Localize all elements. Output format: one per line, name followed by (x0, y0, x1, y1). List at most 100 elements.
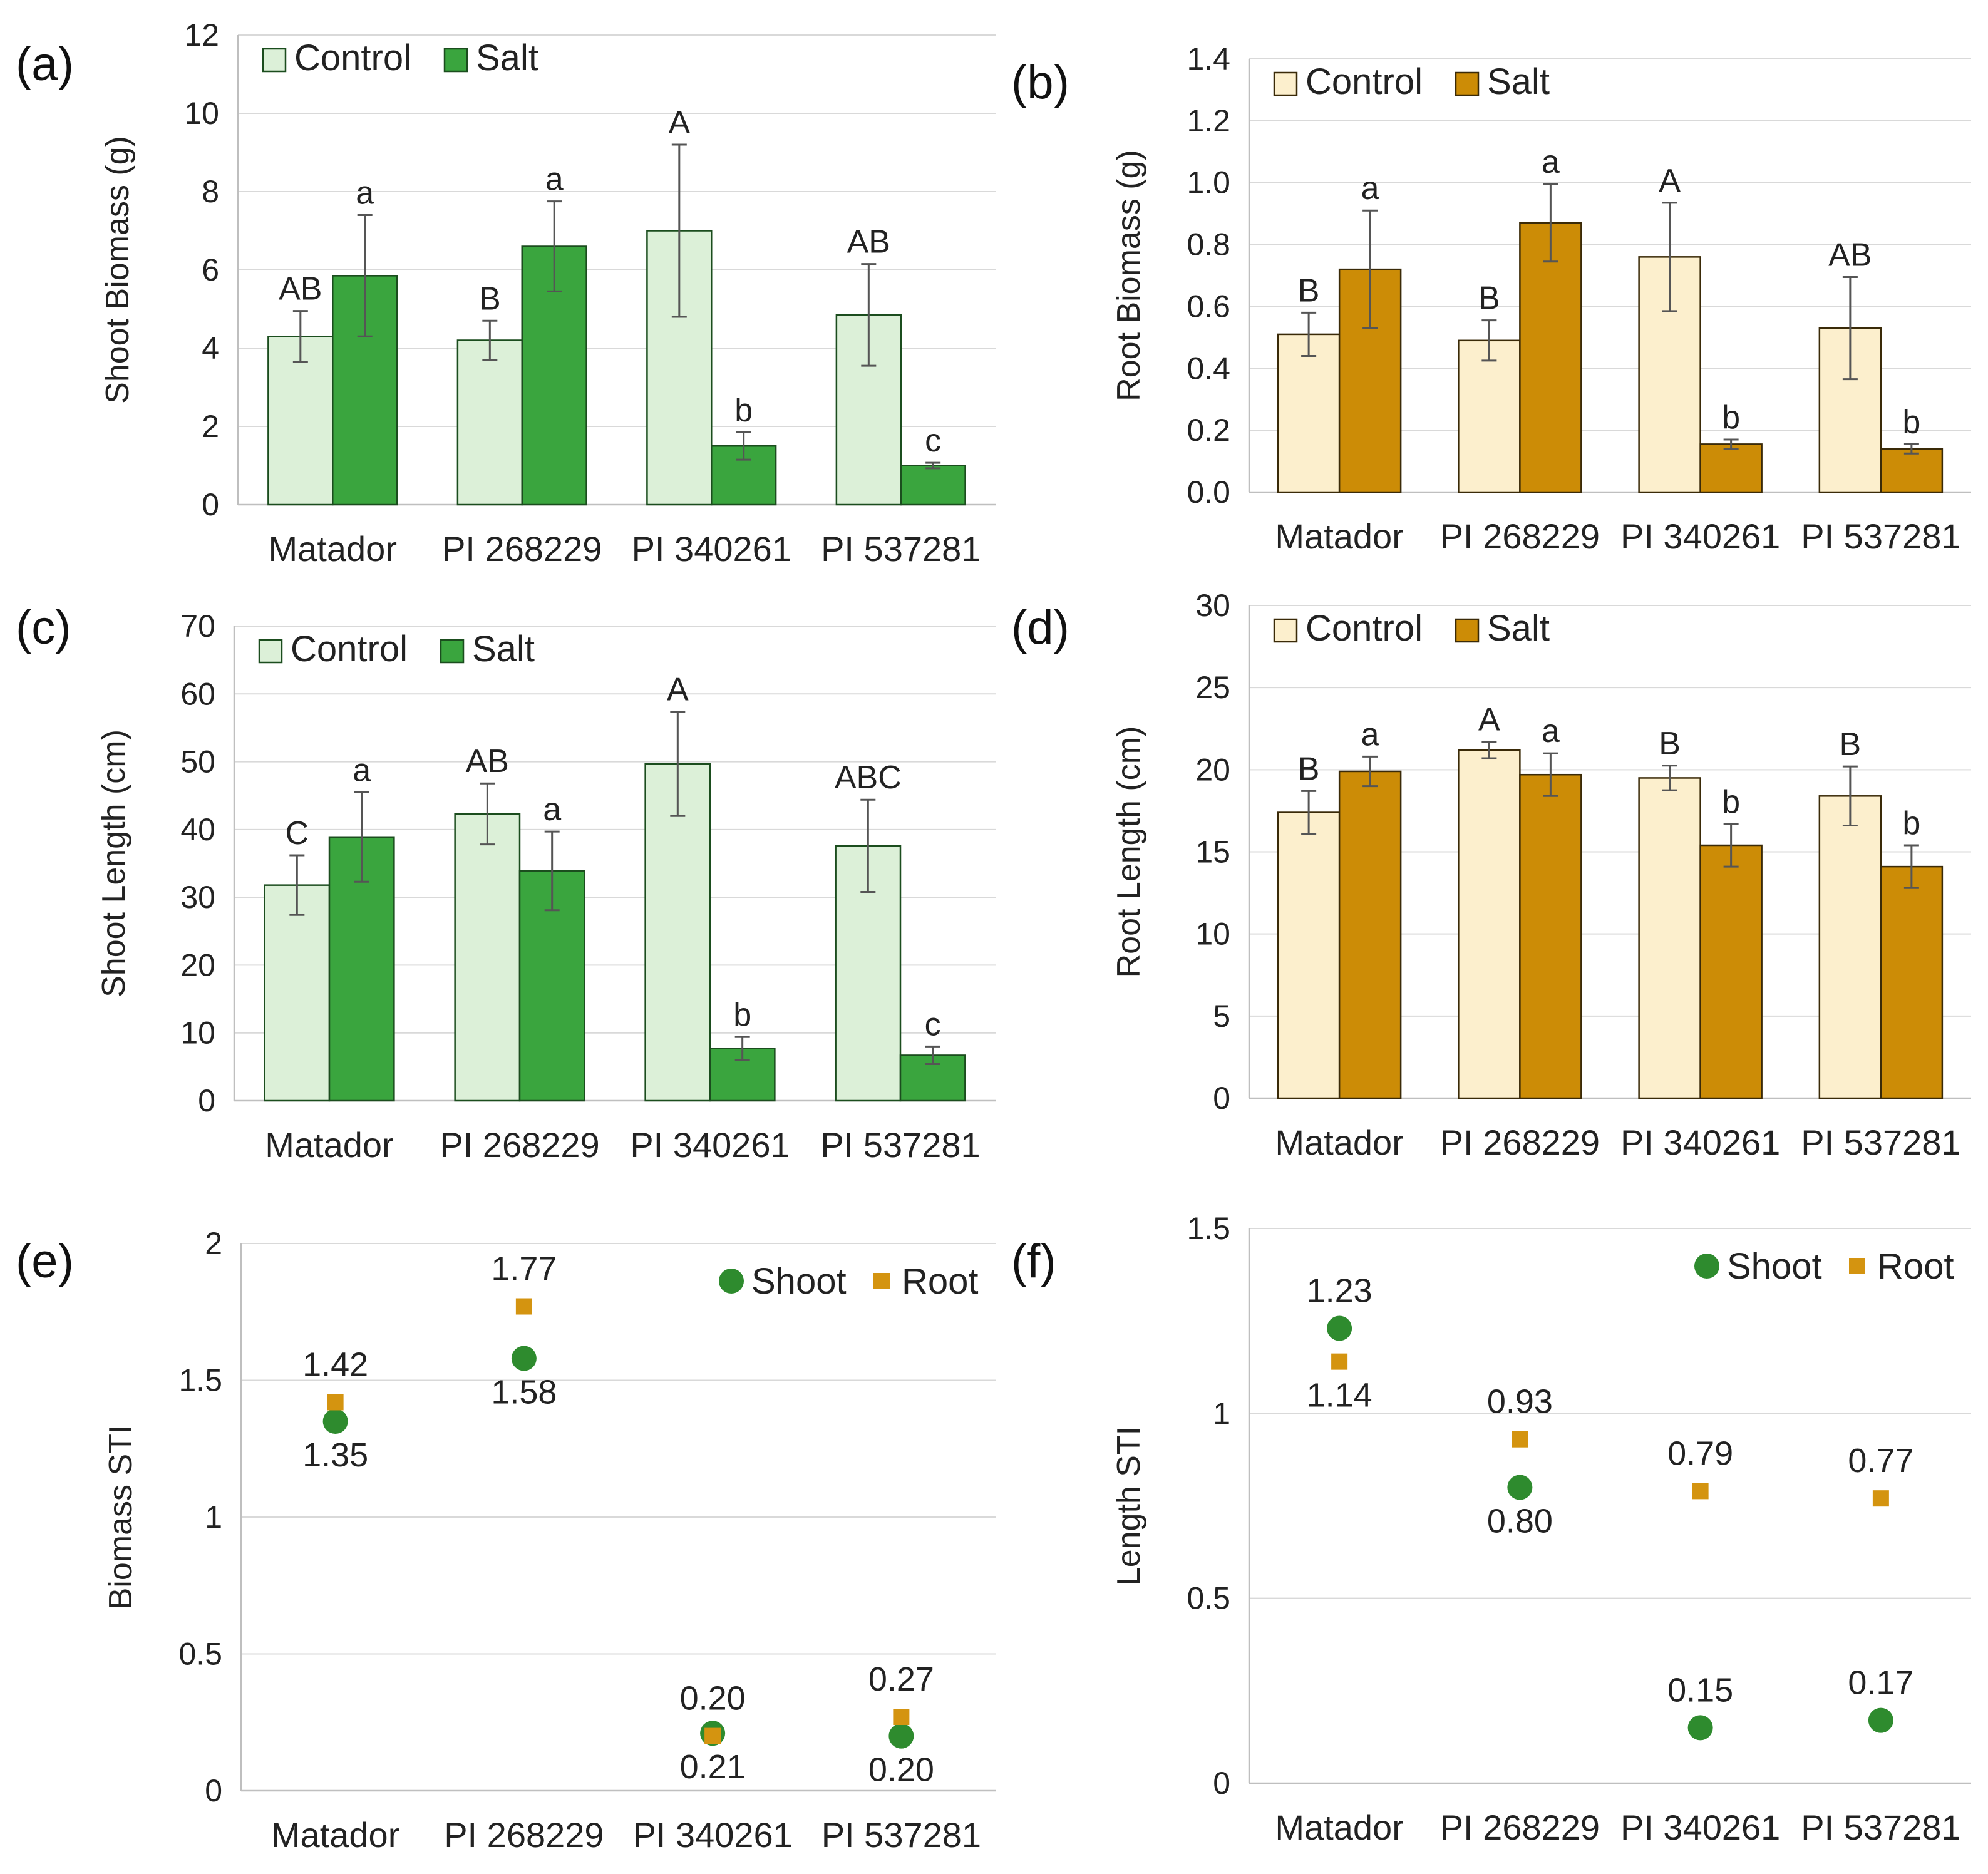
significance-letter: AB (466, 743, 509, 780)
category-label: PI 537281 (821, 1815, 981, 1855)
legend-marker-root (1849, 1258, 1865, 1274)
significance-letter: c (925, 1006, 941, 1043)
y-tick-label: 2 (205, 1226, 222, 1261)
significance-letter: b (733, 997, 751, 1033)
panel-label: (a) (16, 38, 74, 91)
category-label: PI 537281 (1801, 1808, 1960, 1847)
significance-letter: a (1542, 144, 1560, 180)
significance-letter: a (1542, 713, 1560, 749)
y-tick-label: 0.6 (1187, 289, 1230, 324)
bar-salt (1519, 222, 1582, 493)
chart-panel-c: (c) 0 10 20 30 40 50 60 70 Shoot Length (cm) Matad… (16, 601, 996, 1165)
data-label: 1.35 (302, 1436, 368, 1474)
category-label: PI 340261 (1620, 1123, 1780, 1162)
data-label: 0.80 (1487, 1502, 1553, 1540)
point-root (1872, 1490, 1889, 1507)
legend-swatch-salt (440, 639, 465, 664)
significance-letter: a (543, 791, 561, 828)
point-shoot (1868, 1707, 1893, 1733)
legend-label: Root (1877, 1246, 1954, 1287)
point-root (1692, 1483, 1709, 1500)
data-label: 0.20 (680, 1680, 746, 1717)
category-label: PI 268229 (1440, 517, 1600, 556)
category-label: PI 268229 (1440, 1123, 1600, 1162)
bar-salt (900, 465, 966, 506)
bar-salt (1880, 448, 1944, 493)
significance-letter: a (1361, 716, 1379, 753)
y-tick-label: 8 (202, 174, 219, 209)
data-label: 1.14 (1307, 1377, 1373, 1414)
y-tick-label: 0 (205, 1773, 222, 1808)
category-label: PI 340261 (1620, 517, 1780, 556)
category-label: PI 268229 (1440, 1808, 1600, 1847)
data-label: 1.42 (302, 1346, 368, 1383)
y-tick-label: 0 (198, 1083, 215, 1118)
bar-salt (1699, 844, 1763, 1099)
category-label: PI 340261 (632, 1815, 792, 1855)
y-tick-label: 10 (1195, 917, 1230, 952)
y-tick-label: 0 (202, 487, 219, 522)
legend-marker-shoot (719, 1269, 744, 1294)
legend-label: Control (294, 38, 411, 78)
significance-letter: B (1298, 272, 1320, 309)
chart-panel-e: (e) 0 0.5 1 1.5 2 Biomass STI Matador PI 268229 P… (16, 1226, 996, 1855)
y-tick-label: 0.4 (1187, 351, 1230, 386)
bar-salt (1519, 773, 1582, 1099)
point-shoot (1327, 1315, 1352, 1341)
bar-control (1638, 777, 1701, 1099)
bar-salt (1699, 443, 1763, 493)
y-tick-label: 1.5 (178, 1363, 222, 1398)
legend-label: Shoot (1727, 1246, 1822, 1287)
data-label: 0.77 (1848, 1442, 1913, 1480)
legend-label: Root (902, 1261, 979, 1302)
point-shoot (511, 1346, 537, 1371)
point-root (893, 1709, 910, 1726)
significance-letter: a (545, 162, 564, 198)
bar-control (1277, 333, 1341, 493)
bar-control (1818, 795, 1882, 1099)
y-tick-label: 70 (180, 609, 215, 644)
y-tick-label: 12 (184, 18, 219, 53)
point-shoot (1687, 1715, 1713, 1741)
y-axis-title: Shoot Biomass (g) (100, 136, 136, 404)
panel-label: (d) (1011, 601, 1069, 654)
category-label: PI 537281 (1801, 1123, 1960, 1162)
chart-panel-f: (f) 0 0.5 1 1.5 Length STI Matador PI 268229 PI … (1011, 1211, 1971, 1847)
y-tick-label: 20 (1195, 752, 1230, 787)
significance-letter: B (1298, 751, 1320, 787)
point-shoot (1507, 1475, 1533, 1500)
panel-label: (f) (1011, 1235, 1056, 1288)
y-axis-title: Root Length (cm) (1111, 726, 1147, 978)
category-label: PI 537281 (821, 529, 981, 569)
y-tick-label: 1 (205, 1500, 222, 1535)
data-label: 0.15 (1667, 1671, 1733, 1709)
legend-marker-root (873, 1273, 890, 1289)
y-tick-label: 30 (180, 880, 215, 915)
legend-swatch-salt (1455, 71, 1480, 96)
point-root (1331, 1353, 1348, 1370)
y-tick-label: 1.2 (1187, 103, 1230, 138)
category-label: PI 537281 (1801, 517, 1960, 556)
legend-swatch-control (258, 639, 283, 664)
significance-letter: b (1722, 399, 1740, 436)
y-tick-label: 1.5 (1187, 1211, 1230, 1246)
bar-control (267, 336, 334, 506)
significance-letter: C (286, 815, 309, 852)
data-label: 0.93 (1487, 1383, 1553, 1421)
data-label: 0.21 (680, 1748, 746, 1786)
category-label: Matador (271, 1815, 399, 1855)
significance-letter: b (1902, 805, 1920, 842)
y-tick-label: 10 (180, 1016, 215, 1051)
bar-control (1458, 749, 1521, 1099)
data-label: 1.77 (491, 1250, 557, 1288)
y-tick-label: 40 (180, 812, 215, 847)
point-shoot (322, 1409, 348, 1434)
legend-label: Control (291, 629, 408, 669)
y-tick-label: 0.5 (1187, 1581, 1230, 1616)
chart-panel-a: (a) 0 2 4 6 8 10 12 Shoot Biomass (g) Matador PI 2… (16, 18, 996, 569)
bar-control (454, 813, 521, 1102)
significance-letter: AB (279, 271, 322, 307)
data-label: 0.27 (868, 1660, 934, 1698)
chart-panel-d: (d) 0 5 10 15 20 25 30 Root Length (cm) Matador PI… (1011, 588, 1971, 1162)
bar-salt (332, 275, 398, 506)
